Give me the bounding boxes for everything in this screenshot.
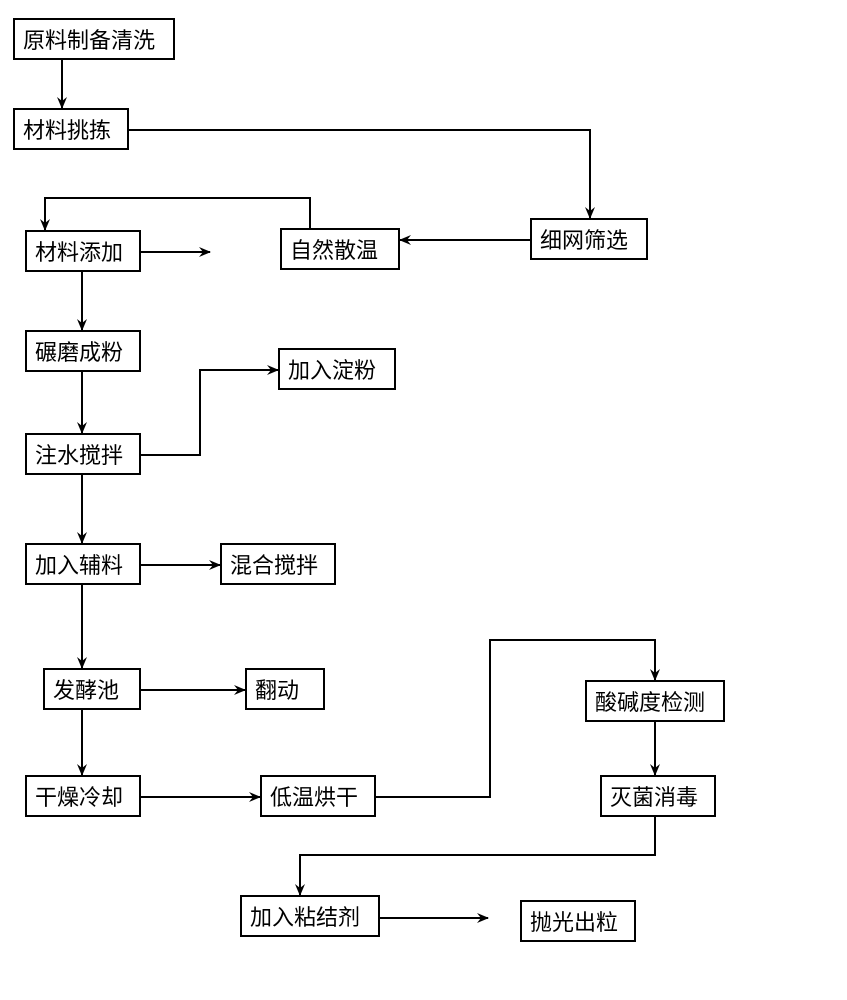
- flow-node-n3: 材料添加: [25, 230, 141, 272]
- flow-node-n10: 混合搅拌: [220, 543, 336, 585]
- edges-layer: [0, 0, 847, 1000]
- flowchart-canvas: 原料制备清洗材料挑拣材料添加 自然散温 细网筛选碾磨成粉 加入淀粉注水搅拌加入辅料 混合…: [0, 0, 847, 1000]
- flow-node-n11: 发酵池: [43, 668, 141, 710]
- flow-node-n1: 原料制备清洗: [13, 18, 175, 60]
- flow-node-n12: 翻动: [245, 668, 325, 710]
- flow-node-n4: 自然散温: [280, 228, 400, 270]
- flow-node-n8: 注水搅拌: [25, 433, 141, 475]
- flow-node-n5: 细网筛选: [530, 218, 648, 260]
- flow-node-n13: 酸碱度检测: [585, 680, 725, 722]
- flow-edge-e3: [45, 198, 310, 230]
- flow-edge-e8: [141, 370, 278, 455]
- flow-node-n15: 低温烘干: [260, 775, 376, 817]
- flow-edge-e2: [129, 130, 590, 218]
- flow-node-n16: 灭菌消毒: [600, 775, 716, 817]
- flow-node-n6: 碾磨成粉: [25, 330, 141, 372]
- flow-node-n9: 加入辅料: [25, 543, 141, 585]
- flow-node-n14: 干燥冷却: [25, 775, 141, 817]
- flow-node-n2: 材料挑拣: [13, 108, 129, 150]
- flow-node-n7: 加入淀粉: [278, 348, 396, 390]
- flow-edge-e17: [300, 817, 655, 895]
- flow-node-n17: 加入粘结剂: [240, 895, 380, 937]
- flow-node-n18: 抛光出粒: [520, 900, 636, 942]
